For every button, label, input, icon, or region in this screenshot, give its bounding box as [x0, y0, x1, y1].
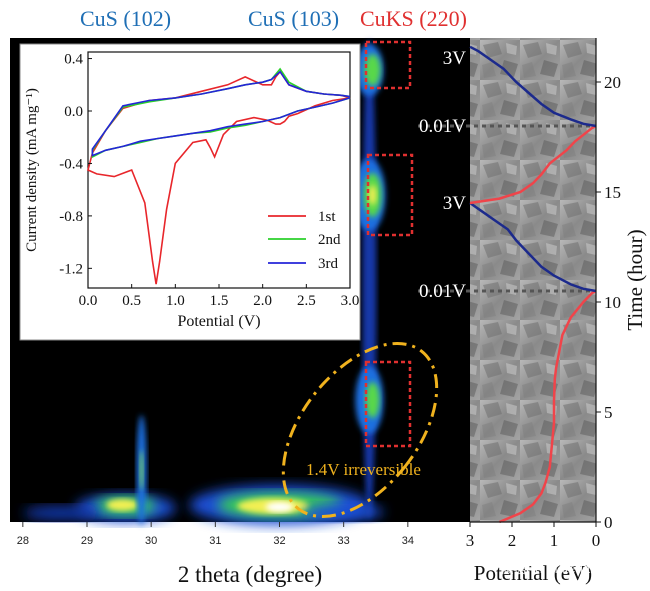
cuks-peak-box: [364, 360, 412, 448]
potential-ev-axis-label: Potential (eV): [474, 561, 592, 585]
cv-x-tick-label: 1.5: [210, 293, 229, 309]
irreversible-annotation: 1.4V irreversible: [306, 460, 421, 479]
time-axis-label: Time (hour): [623, 229, 647, 330]
cv-x-tick-label: 2.5: [297, 293, 316, 309]
potential-ev-tick-label: 2: [508, 531, 517, 550]
cv-y-tick-label: -0.4: [59, 156, 83, 172]
cv-curve-1st: [87, 70, 351, 285]
two-theta-axis-label: 2 theta (degree): [178, 562, 322, 587]
potential-curve-discharge-1: [498, 289, 597, 524]
cv-y-tick-label: 0.0: [64, 104, 83, 120]
heatmap-blob: [365, 382, 380, 418]
cv-x-tick-label: 2.0: [253, 293, 272, 309]
cv-legend-label: 3rd: [318, 256, 338, 272]
time-tick-label: 15: [604, 183, 621, 202]
time-tick-label: 10: [604, 293, 621, 312]
heatmap-blob: [106, 499, 139, 511]
voltage-label: 0.01V: [419, 281, 466, 302]
two-theta-tick-label: 34: [402, 535, 414, 547]
cv-plot: 0.0 0.5 1.0 1.5 2.0 2.5 3.0 0.4 0.0 -0.4 -0.8 -1.2 P…: [24, 51, 360, 330]
cuks-peak-box: [364, 40, 412, 90]
time-tick-label: 0: [604, 513, 613, 532]
voltage-label: 3V: [443, 193, 467, 214]
cv-legend-label: 2nd: [318, 232, 341, 248]
two-theta-tick-label: 32: [273, 535, 285, 547]
heatmap-blob: [139, 450, 144, 490]
header-cus-102: CuS (102): [80, 6, 171, 31]
two-theta-tick-label: 31: [209, 535, 221, 547]
time-tick-label: 20: [604, 73, 621, 92]
cv-x-tick-label: 3.0: [341, 293, 360, 309]
potential-ev-tick-label: 3: [466, 531, 475, 550]
cv-legend-label: 1st: [318, 209, 336, 225]
heatmap-blob: [265, 502, 294, 512]
potential-ev-tick-label: 1: [550, 531, 559, 550]
irreversible-ellipse: [281, 341, 439, 519]
two-theta-tick-label: 30: [145, 535, 157, 547]
cv-y-tick-label: -1.2: [59, 261, 83, 277]
time-tick-label: 5: [604, 403, 613, 422]
cv-x-tick-label: 0.0: [79, 293, 98, 309]
cv-inset: 0.0 0.5 1.0 1.5 2.0 2.5 3.0 0.4 0.0 -0.4 -0.8 -1.2 P…: [19, 43, 361, 341]
two-theta-ticks: 28 29 30 31 32 33 34: [17, 522, 414, 547]
cuks-highlight-boxes: [364, 40, 414, 448]
two-theta-tick-label: 28: [17, 535, 29, 547]
cv-x-axis-label: Potential (V): [177, 313, 260, 330]
heatmap-blob: [364, 54, 381, 86]
header-cus-103: CuS (103): [248, 6, 339, 31]
cuks-peak-box: [366, 153, 414, 237]
watermark: 微信号: materialsviews: [500, 561, 632, 576]
two-theta-tick-label: 33: [338, 535, 350, 547]
cv-curve-3rd: [91, 70, 351, 157]
potential-curve-charge-2: [469, 45, 597, 128]
voltage-label: 3V: [443, 48, 467, 69]
cv-y-axis-label: Current density (mA mg⁻¹): [24, 88, 40, 252]
heatmap-blob: [368, 185, 377, 205]
two-theta-tick-label: 29: [81, 535, 93, 547]
heatmap-blob: [23, 506, 100, 520]
cv-x-tick-label: 1.0: [166, 293, 185, 309]
cv-y-tick-label: 0.4: [64, 52, 83, 68]
potential-curve-discharge-2: [469, 124, 597, 205]
potential-ev-tick-label: 0: [592, 531, 601, 550]
voltage-label: 0.01V: [419, 116, 466, 137]
heatmap-blob: [362, 40, 377, 520]
cv-y-tick-label: -0.8: [59, 209, 83, 225]
potential-curve-charge-1: [469, 201, 597, 293]
header-cuks-220: CuKS (220): [360, 6, 467, 31]
time-potential-plot: 3V 0.01V 3V 0.01V: [418, 38, 597, 524]
cv-x-tick-label: 0.5: [122, 293, 141, 309]
